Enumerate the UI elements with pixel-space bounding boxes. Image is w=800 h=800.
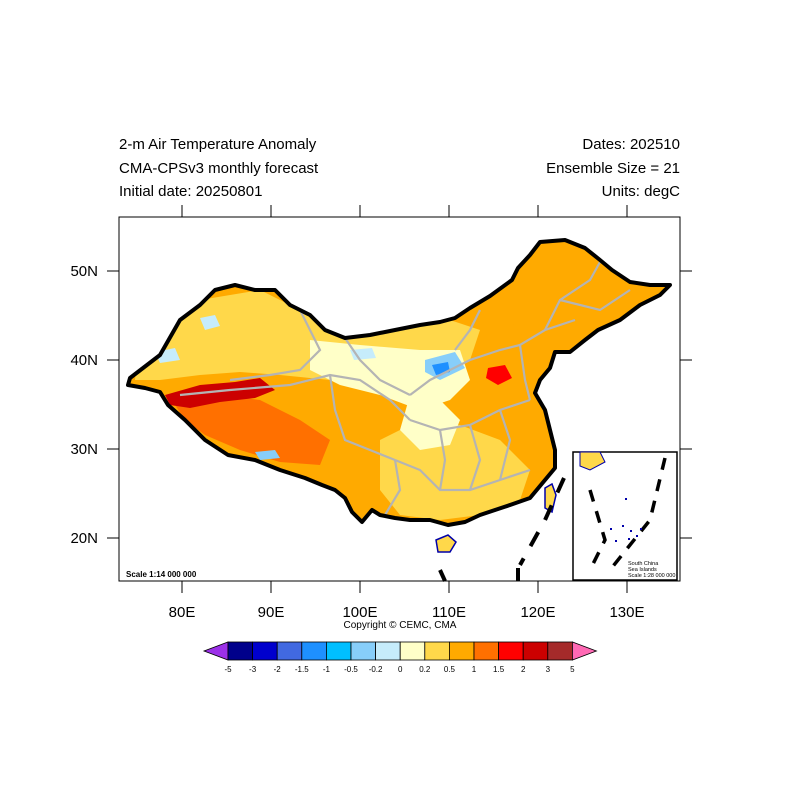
anomaly-patch-cool-5 (255, 450, 280, 460)
anomaly-patch-neutral (310, 340, 470, 410)
ensemble-size-text: Ensemble Size = 21 (546, 159, 680, 177)
anomaly-patch-tibet-south (175, 395, 330, 465)
units-text: Units: degC (601, 183, 680, 200)
inset-label-3: Scale 1:28 000 000 (628, 573, 675, 579)
colorbar-label: 0.5 (444, 665, 456, 674)
colorbar-label: 1 (472, 665, 477, 674)
anomaly-patch-cool-1 (200, 315, 220, 330)
inset-islands (610, 498, 642, 542)
china-national-border (126, 238, 672, 527)
lon-label: 130E (609, 604, 644, 621)
lon-tick-labels: 80E 90E 100E 110E 120E 130E (169, 604, 645, 621)
colorbar-label: 2 (521, 665, 526, 674)
anomaly-patch-tibet-hot (165, 378, 275, 408)
colorbar-swatch (473, 641, 500, 661)
lat-label: 40N (70, 352, 98, 369)
colorbar-swatch (522, 641, 549, 661)
title-line-2: CMA-CPSv3 monthly forecast (119, 159, 319, 177)
taiwan-island (544, 482, 557, 514)
colorbar-swatch (325, 641, 352, 661)
colorbar-over-triangle (572, 641, 598, 661)
lon-label: 110E (432, 604, 466, 621)
title-left: 2-m Air Temperature Anomaly CMA-CPSv3 mo… (119, 133, 318, 204)
inset-label-1: South China (628, 561, 659, 567)
lon-label: 90E (258, 604, 285, 621)
colorbar-swatch (375, 641, 401, 661)
lat-label: 50N (70, 263, 98, 280)
anomaly-patch-hebei (486, 365, 512, 385)
colorbar-under-triangle (202, 641, 229, 661)
lat-label: 30N (70, 441, 98, 458)
colorbar-swatch (424, 641, 450, 661)
colorbar-label: 1.5 (493, 665, 505, 674)
anomaly-patch-central (400, 395, 460, 450)
inset-map: South China Sea Islands Scale 1:28 000 0… (572, 451, 678, 581)
lon-label: 120E (520, 604, 555, 621)
colorbar-swatch (498, 641, 524, 661)
axis-ticks (107, 205, 692, 593)
colorbar-label: -0.5 (344, 665, 358, 674)
copyright-text: Copyright © CEMC, CMA (343, 620, 457, 631)
colorbar-swatch (399, 641, 426, 661)
colorbar-label: -0.2 (369, 665, 383, 674)
colorbar: -5 -3 -2 -1.5 -1 -0.5 -0.2 0 0.2 0.5 1 1.5 2 3 5 (202, 641, 598, 674)
hainan-island (435, 534, 457, 553)
colorbar-label: -3 (249, 665, 257, 674)
inset-dashed-line (588, 457, 667, 572)
title-line-1: 2-m Air Temperature Anomaly (119, 136, 317, 153)
colorbar-label: -1.5 (295, 665, 309, 674)
colorbar-label: 0.2 (419, 665, 431, 674)
colorbar-label: -1 (323, 665, 331, 674)
lon-label: 80E (169, 604, 196, 621)
province-boundaries (179, 261, 631, 516)
scale-text: Scale 1:14 000 000 (126, 570, 197, 579)
colorbar-swatch (301, 641, 327, 661)
inset-frame (572, 451, 678, 581)
colorbar-label: -5 (224, 665, 232, 674)
colorbar-swatch (350, 641, 377, 661)
title-line-3: Initial date: 20250801 (119, 183, 263, 200)
colorbar-label: 0 (398, 665, 403, 674)
inset-label-2: Sea Islands (628, 567, 657, 573)
lon-label: 100E (342, 604, 377, 621)
colorbar-label: 5 (570, 665, 575, 674)
anomaly-patch-cool-6 (350, 348, 376, 360)
lat-tick-labels: 50N 40N 30N 20N (70, 263, 98, 547)
colorbar-swatch (252, 641, 278, 661)
colorbar-swatch (448, 641, 475, 661)
inset-coast (579, 451, 606, 471)
dates-text: Dates: 202510 (582, 136, 680, 153)
colorbar-label: -2 (274, 665, 282, 674)
lat-label: 20N (70, 530, 98, 547)
title-right: Dates: 202510 Ensemble Size = 21 Units: … (546, 133, 680, 204)
maritime-dashed-line (438, 477, 566, 582)
colorbar-swatch (547, 641, 573, 661)
colorbar-swatch (276, 641, 303, 661)
colorbar-swatch (227, 641, 254, 661)
colorbar-label: 3 (546, 665, 551, 674)
